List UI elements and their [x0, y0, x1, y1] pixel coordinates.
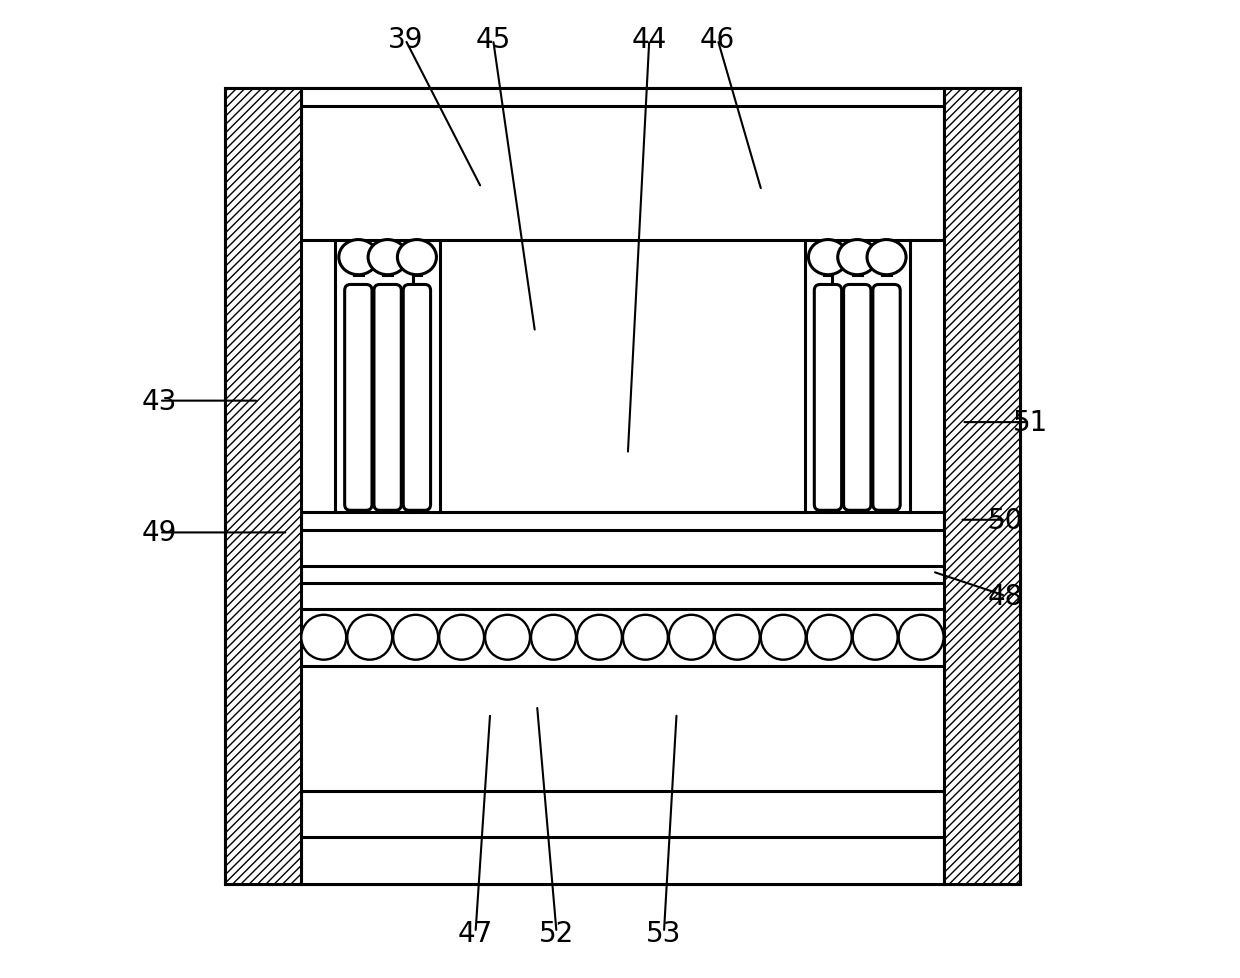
Bar	[944, 89, 1021, 884]
Text: 53: 53	[646, 918, 682, 947]
FancyBboxPatch shape	[815, 286, 842, 511]
Ellipse shape	[838, 241, 877, 276]
Circle shape	[393, 615, 438, 660]
Bar	[301, 512, 944, 530]
Text: 47: 47	[458, 918, 494, 947]
Circle shape	[715, 615, 760, 660]
FancyBboxPatch shape	[374, 286, 402, 511]
Circle shape	[301, 615, 346, 660]
Bar	[301, 791, 944, 884]
Text: 43: 43	[141, 387, 177, 416]
Bar	[823, 260, 832, 276]
Circle shape	[853, 615, 898, 660]
Circle shape	[668, 615, 714, 660]
FancyBboxPatch shape	[403, 286, 430, 511]
Text: 44: 44	[631, 26, 667, 55]
Circle shape	[622, 615, 668, 660]
Bar	[224, 89, 1021, 884]
Text: 45: 45	[475, 26, 511, 55]
FancyBboxPatch shape	[345, 286, 372, 511]
Bar	[353, 260, 363, 276]
Bar	[882, 260, 890, 276]
Circle shape	[347, 615, 392, 660]
Bar	[301, 566, 944, 584]
Text: 50: 50	[988, 507, 1023, 534]
Circle shape	[531, 615, 575, 660]
Circle shape	[761, 615, 806, 660]
Ellipse shape	[339, 241, 378, 276]
Bar	[301, 89, 944, 241]
Text: 46: 46	[701, 26, 735, 55]
Ellipse shape	[368, 241, 407, 276]
Ellipse shape	[867, 241, 906, 276]
FancyBboxPatch shape	[873, 286, 900, 511]
Circle shape	[807, 615, 852, 660]
Ellipse shape	[397, 241, 436, 276]
Circle shape	[439, 615, 484, 660]
Text: 52: 52	[539, 918, 574, 947]
Bar	[383, 260, 392, 276]
Circle shape	[899, 615, 944, 660]
Bar	[224, 89, 301, 884]
Text: 49: 49	[141, 519, 177, 547]
Bar	[413, 260, 422, 276]
FancyBboxPatch shape	[843, 286, 870, 511]
Text: 48: 48	[988, 582, 1023, 610]
Circle shape	[577, 615, 622, 660]
Text: 39: 39	[387, 26, 423, 55]
Bar	[853, 260, 862, 276]
Text: 51: 51	[1012, 409, 1048, 436]
Circle shape	[485, 615, 529, 660]
Ellipse shape	[808, 241, 847, 276]
Bar	[301, 609, 944, 666]
